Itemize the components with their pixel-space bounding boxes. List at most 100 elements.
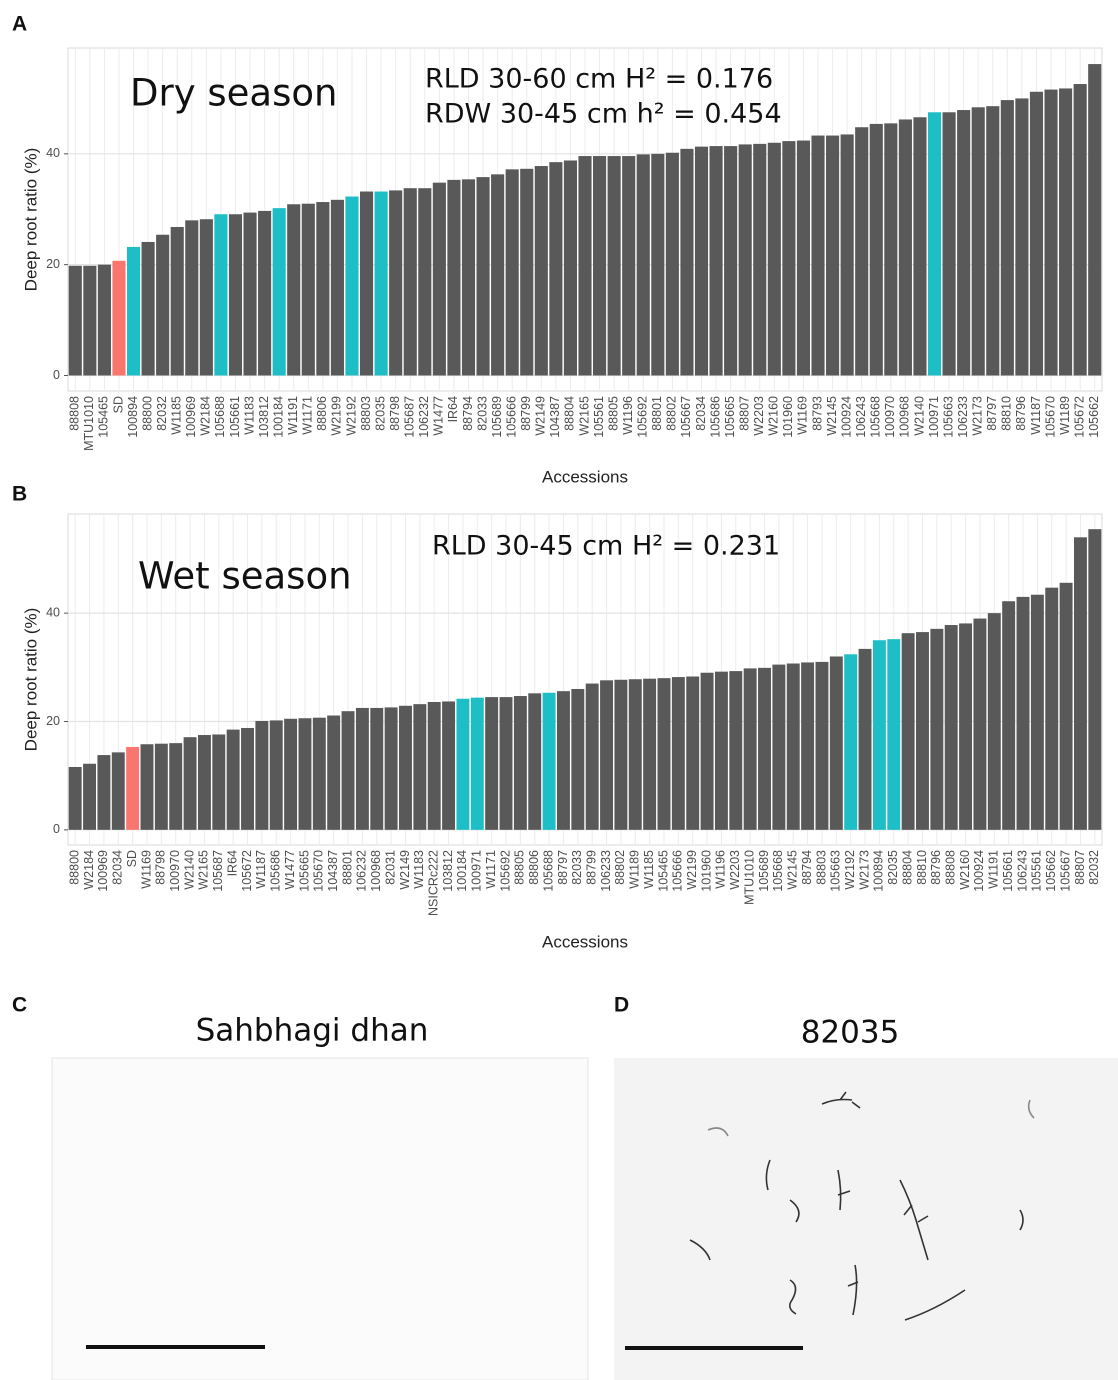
bar	[1015, 98, 1028, 375]
x-tick-label: 105692	[498, 850, 512, 892]
bar	[375, 192, 388, 376]
x-tick-label: W1187	[254, 850, 268, 889]
photo	[52, 1058, 588, 1380]
x-tick-label: 100970	[883, 396, 897, 438]
bar	[399, 706, 412, 830]
bar	[753, 144, 766, 376]
x-tick-label: 105666	[671, 850, 685, 892]
bar	[930, 629, 943, 830]
annotation: Wet season	[138, 555, 352, 598]
x-tick-label: 88804	[900, 850, 914, 885]
bar	[471, 698, 484, 830]
annotation: RDW 30-45 cm h² = 0.454	[425, 99, 782, 130]
bar	[739, 144, 752, 375]
x-tick-label: 105687	[211, 850, 225, 892]
panel-label: C	[12, 994, 27, 1017]
bar	[342, 711, 355, 830]
bar	[758, 668, 771, 830]
bar	[811, 136, 824, 376]
bar	[1088, 64, 1101, 375]
x-tick-label: 105661	[228, 396, 242, 438]
x-tick-label: 88798	[388, 396, 402, 431]
x-tick-label: 88801	[340, 850, 354, 885]
bar	[801, 662, 814, 829]
x-tick-label: 105687	[403, 396, 417, 438]
bar	[902, 633, 915, 830]
x-tick-label: 105666	[504, 396, 518, 438]
y-tick-label: 0	[53, 368, 60, 382]
bar	[155, 744, 168, 830]
x-tick-label: W1477	[283, 850, 297, 890]
bar	[622, 156, 635, 375]
x-tick-label: 100184	[271, 396, 285, 438]
x-tick-label: 105667	[1058, 850, 1072, 892]
x-tick-label: 105667	[679, 396, 693, 438]
bar	[214, 214, 227, 375]
x-tick-label: 88810	[1000, 396, 1014, 431]
bar	[928, 112, 941, 375]
x-tick-label: 100968	[369, 850, 383, 892]
bar	[345, 197, 358, 376]
y-tick-label: 0	[53, 822, 60, 836]
x-tick-label: W1183	[412, 850, 426, 889]
panel-label: D	[614, 994, 629, 1017]
photo-title: 82035	[801, 1015, 900, 1051]
bar	[485, 697, 498, 830]
bar	[156, 235, 169, 376]
bar	[672, 677, 685, 830]
x-tick-label: 88799	[519, 396, 533, 431]
bar	[797, 141, 810, 376]
x-tick-label: 88808	[68, 396, 82, 431]
bar	[313, 718, 326, 830]
bar	[418, 188, 431, 375]
bar	[428, 702, 441, 830]
x-tick-label: 106243	[854, 396, 868, 438]
bar	[356, 708, 369, 830]
bar	[112, 261, 125, 376]
bar	[385, 707, 398, 829]
bar	[302, 204, 315, 376]
x-tick-label: 105692	[636, 396, 650, 438]
bar	[629, 679, 642, 830]
x-tick-label: IR64	[446, 396, 460, 422]
bar	[724, 146, 737, 375]
x-tick-label: W2160	[958, 850, 972, 890]
bar	[506, 169, 519, 375]
bar	[389, 190, 402, 375]
x-tick-label: 105689	[757, 850, 771, 892]
bar	[500, 697, 513, 830]
x-tick-label: W2184	[199, 396, 213, 436]
bar	[327, 716, 340, 830]
bar	[571, 689, 584, 830]
bar	[69, 767, 82, 830]
bar	[772, 665, 785, 830]
bar	[873, 640, 886, 830]
x-tick-label: 100894	[872, 850, 886, 892]
bar	[564, 160, 577, 375]
x-tick-label: 88801	[650, 396, 664, 431]
bar	[1030, 92, 1043, 376]
bar	[586, 684, 599, 830]
x-tick-label: 88794	[800, 850, 814, 885]
bar	[171, 227, 184, 376]
x-tick-label: 88805	[606, 396, 620, 431]
bar	[710, 146, 723, 375]
x-tick-label: 105688	[213, 396, 227, 438]
x-tick-label: W2149	[398, 850, 412, 890]
bar	[884, 123, 897, 375]
bar	[826, 136, 839, 376]
bar	[227, 730, 240, 830]
x-tick-label: 88805	[513, 850, 527, 885]
x-tick-label: 88803	[359, 396, 373, 431]
bar	[69, 266, 82, 376]
bar	[514, 696, 527, 830]
x-tick-label: 82035	[886, 850, 900, 885]
x-tick-label: 106232	[417, 396, 431, 438]
x-tick-label: W2173	[971, 396, 985, 436]
x-tick-label: W2203	[728, 850, 742, 890]
x-tick-label: 88797	[556, 850, 570, 885]
bar	[855, 127, 868, 375]
x-tick-label: 106243	[1015, 850, 1029, 892]
x-tick-label: 88798	[154, 850, 168, 885]
